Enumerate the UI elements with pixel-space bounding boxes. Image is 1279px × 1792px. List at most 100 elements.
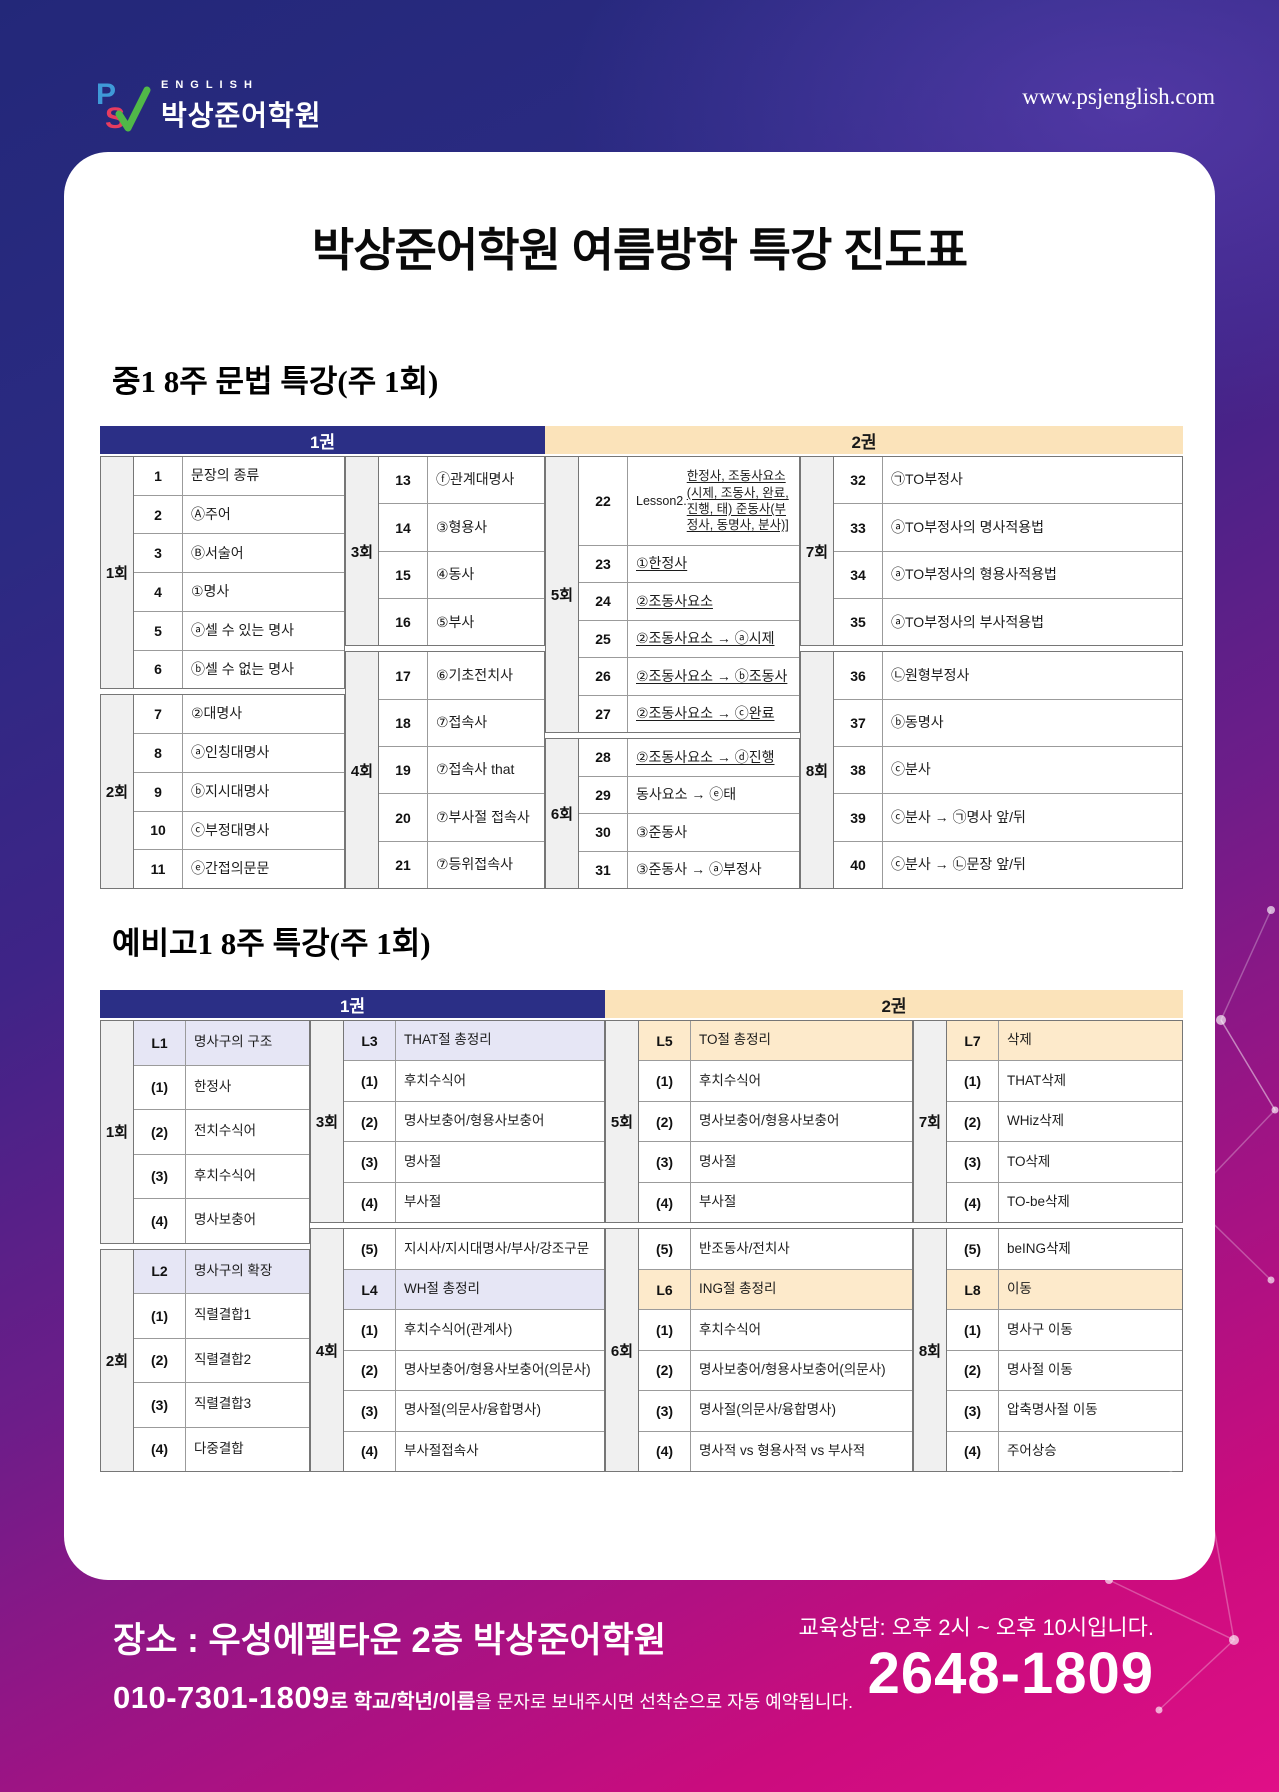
- row-number-cell: 31: [579, 851, 628, 888]
- table-row: 17 ⑥기초전치사: [379, 652, 544, 699]
- session-cell: 4회: [311, 1229, 344, 1471]
- topic-cell: TO절 총정리: [691, 1021, 912, 1061]
- topic-cell: ②조동사요소 → ⓒ완료: [636, 705, 775, 722]
- row-number-cell: 20: [379, 794, 428, 841]
- session-block: 2회 L2 명사구의 확장 (1) 직렬결합1 (2) 직렬결합2 (3) 직렬결합3 (4) 다중…: [100, 1248, 310, 1472]
- row-number-cell: (4): [134, 1427, 186, 1471]
- row-number-cell: 11: [134, 850, 183, 889]
- session-block: 1회 L1 명사구의 구조 (1) 한정사 (2) 전치수식어 (3) 후치수식어 (4) 명사보충…: [100, 1020, 310, 1244]
- logo-english-label: ENGLISH: [161, 78, 259, 91]
- session-block: 6회 28 ②조동사요소 → ⓓ진행 29 동사요소 → ⓔ태 30 ③준동사 31 ③준동사 …: [545, 738, 800, 889]
- row-number-cell: (2): [134, 1338, 186, 1382]
- row-number-cell: (3): [947, 1142, 999, 1182]
- table-row: 11 ⓔ간접의문문: [134, 849, 344, 889]
- topic-cell: 명사보충어/형용사보충어(의문사): [699, 1361, 886, 1377]
- section-title-prehigh1: 예비고1 8주 특강(주 1회): [112, 926, 431, 961]
- topic-cell: 직렬결합3: [194, 1396, 252, 1412]
- session-cell: 5회: [546, 457, 579, 733]
- table-row: (1) 후치수식어(관계사): [344, 1309, 604, 1350]
- row-number-cell: 5: [134, 611, 183, 650]
- topic-cell: 이동: [999, 1269, 1182, 1310]
- table-row: (4) 명사적 vs 형용사적 vs 부사적: [639, 1430, 912, 1471]
- table-row: (4) 다중결합: [134, 1426, 309, 1471]
- topic-cell: WHiz삭제: [1007, 1113, 1065, 1129]
- row-number-cell: (4): [344, 1182, 396, 1223]
- table-row: (3) 명사절(의문사/융합명사): [639, 1390, 912, 1431]
- table-row: 23 ①한정사: [579, 544, 799, 583]
- topic-cell: ⑥기초전치사: [436, 666, 513, 683]
- row-number-cell: (4): [134, 1199, 186, 1243]
- row-number-cell: (2): [947, 1350, 999, 1391]
- row-number-cell: 29: [579, 776, 628, 814]
- topic-cell: ING절 총정리: [691, 1269, 912, 1310]
- row-number-cell: L4: [344, 1269, 396, 1310]
- row-number-cell: 6: [134, 650, 183, 689]
- table-row: (3) TO삭제: [947, 1141, 1182, 1182]
- table-row: 10 ⓒ부정대명사: [134, 810, 344, 850]
- session-block: 8회 (5) beING삭제 L8 이동 (1) 명사구 이동 (2) 명사절 이동 (3) 압축명…: [913, 1228, 1183, 1472]
- sms-instruction: 010-7301-1809로 학교/학년/이름을 문자로 보내주시면 선착순으로…: [113, 1680, 853, 1716]
- session-cell: 4회: [346, 652, 379, 888]
- table-row: 18 ⑦접속사: [379, 698, 544, 747]
- rows-container: L5 TO절 총정리 (1) 후치수식어 (2) 명사보충어/형용사보충어 (3) 명사절 (4…: [639, 1021, 912, 1223]
- column-group: 7회 32 ㉠TO부정사 33 ⓐTO부정사의 명사적용법 34 ⓐTO부정사의 형용사적용…: [800, 456, 1183, 889]
- session-cell: 2회: [101, 1249, 134, 1471]
- row-number-cell: 40: [834, 841, 883, 888]
- table-row: (5) 반조동사/전치사: [639, 1229, 912, 1269]
- session-block: 7회 L7 삭제 (1) THAT삭제 (2) WHiz삭제 (3) TO삭제 (4) TO-be삭…: [913, 1020, 1183, 1224]
- topic-cell: Lesson2. 한정사, 조동사요소(시제, 조동사, 완료, 진행, 태) …: [636, 469, 789, 533]
- table-row: 35 ⓐTO부정사의 부사적용법: [834, 598, 1182, 646]
- row-number-cell: 3: [134, 534, 183, 573]
- row-number-cell: 27: [579, 695, 628, 733]
- sms-text-1: 로: [329, 1691, 354, 1713]
- row-number-cell: 37: [834, 699, 883, 747]
- session-block: 5회 L5 TO절 총정리 (1) 후치수식어 (2) 명사보충어/형용사보충어 (3) 명사절…: [605, 1020, 913, 1224]
- table-row: 32 ㉠TO부정사: [834, 457, 1182, 504]
- sms-text-2: 을 문자로 보내주시면 선착순으로 자동 예약됩니다.: [475, 1692, 854, 1712]
- rows-container: L3 THAT절 총정리 (1) 후치수식어 (2) 명사보충어/형용사보충어 (3) 명사절…: [344, 1021, 604, 1223]
- row-number-cell: (5): [639, 1229, 691, 1269]
- session-cell: 3회: [311, 1021, 344, 1223]
- row-number-cell: (1): [639, 1061, 691, 1101]
- topic-cell: ⓐ인칭대명사: [191, 744, 270, 761]
- session-cell: 2회: [101, 695, 134, 888]
- column-group: 5회 22 Lesson2. 한정사, 조동사요소(시제, 조동사, 완료, 진행,…: [545, 456, 800, 889]
- row-number-cell: (2): [344, 1101, 396, 1142]
- volume-header: 1권: [100, 426, 545, 454]
- topic-cell: ④동사: [436, 566, 475, 583]
- session-block: 3회 13 ⓕ관계대명사 14 ③형용사 15 ④동사 16 ⑤부사: [345, 456, 545, 647]
- row-number-cell: 30: [579, 814, 628, 851]
- rows-container: 36 ㉡원형부정사 37 ⓑ동명사 38 ⓒ분사 39 ⓒ분사 → ㉠명사 앞/뒤 40 ⓒ분사 …: [834, 652, 1182, 888]
- row-number-cell: (3): [344, 1391, 396, 1431]
- topic-cell: ⑦등위접속사: [436, 856, 513, 873]
- session-block: 1회 1 문장의 종류 2 Ⓐ주어 3 Ⓑ서술어 4 ①명사 5 ⓐ셀 수 있는 명사 6 ⓑ셀 수 없…: [100, 456, 345, 690]
- session-cell: 5회: [606, 1021, 639, 1223]
- table-row: (5) beING삭제: [947, 1229, 1182, 1269]
- table-row: L1 명사구의 구조: [134, 1021, 309, 1065]
- row-number-cell: 26: [579, 658, 628, 695]
- row-number-cell: (2): [639, 1101, 691, 1142]
- row-number-cell: L8: [947, 1269, 999, 1310]
- row-number-cell: (3): [134, 1154, 186, 1198]
- session-cell: 7회: [801, 457, 834, 646]
- topic-cell: ②대명사: [191, 705, 243, 722]
- topic-cell: 명사적 vs 형용사적 vs 부사적: [699, 1442, 866, 1458]
- table-row: (3) 직렬결합3: [134, 1382, 309, 1427]
- session-block: 2회 7 ②대명사 8 ⓐ인칭대명사 9 ⓑ지시대명사 10 ⓒ부정대명사 11 ⓔ간접의문문: [100, 694, 345, 889]
- topic-cell: 삭제: [999, 1021, 1182, 1061]
- table-row: (1) 한정사: [134, 1064, 309, 1109]
- brand-logo: P S ENGLISH 박상준어학원: [95, 76, 322, 136]
- row-number-cell: (2): [947, 1101, 999, 1142]
- topic-cell: ⓕ관계대명사: [436, 471, 515, 488]
- row-number-cell: 35: [834, 599, 883, 646]
- row-number-cell: (1): [344, 1310, 396, 1350]
- table-row: (1) 후치수식어: [639, 1309, 912, 1350]
- session-block: 4회 17 ⑥기초전치사 18 ⑦접속사 19 ⑦접속사 that 20 ⑦부사절 접속사 21 ⑦…: [345, 651, 545, 889]
- rows-container: (5) beING삭제 L8 이동 (1) 명사구 이동 (2) 명사절 이동 (3) 압축명사절…: [947, 1229, 1182, 1471]
- row-number-cell: (4): [947, 1182, 999, 1223]
- column-group: 7회 L7 삭제 (1) THAT삭제 (2) WHiz삭제 (3) TO삭제 (4) TO-be삭…: [913, 1020, 1183, 1472]
- table-row: 24 ②조동사요소: [579, 582, 799, 620]
- row-number-cell: (5): [947, 1229, 999, 1269]
- table-row: 1 문장의 종류: [134, 457, 344, 495]
